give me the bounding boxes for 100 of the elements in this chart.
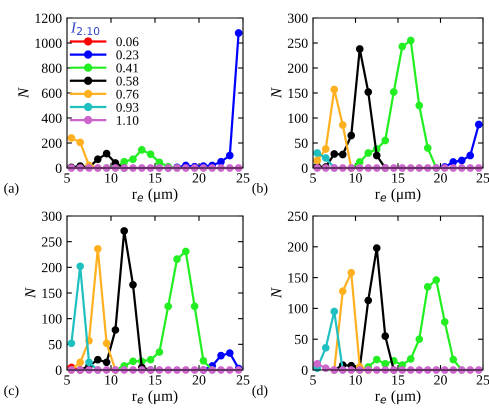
legend-label: 0.76 [116, 90, 139, 99]
y-tick-label: 0 [56, 366, 62, 375]
point [313, 149, 322, 157]
point [415, 102, 424, 110]
point [415, 335, 424, 344]
point [466, 152, 474, 160]
point [112, 326, 120, 334]
point [226, 349, 234, 357]
x-tick-label: 25 [236, 173, 250, 183]
point [217, 158, 225, 166]
y-tick-label: 200 [288, 64, 308, 73]
point [347, 268, 356, 276]
point [234, 29, 242, 37]
point [173, 255, 181, 263]
x-tick-label: 20 [434, 375, 447, 385]
point [338, 287, 347, 295]
y-tick-label: 150 [288, 273, 308, 283]
legend-label: 1.10 [116, 116, 138, 125]
x-tick-label: 15 [149, 173, 162, 183]
point [338, 150, 347, 158]
point [440, 318, 449, 326]
x-tick-label: 10 [105, 173, 118, 183]
legend-label: 0.93 [116, 102, 138, 112]
y-tick-label: 400 [42, 114, 62, 123]
x-tick-label: 10 [350, 375, 362, 385]
y-tick-label: 50 [295, 138, 308, 148]
point [146, 150, 154, 158]
x-axis-title: r$_{e}$ (μm) [375, 390, 420, 404]
point [164, 302, 172, 310]
point [129, 357, 137, 366]
y-tick-label: 300 [42, 212, 62, 221]
point [76, 358, 84, 366]
point [76, 138, 84, 146]
y-tick-label: 50 [49, 340, 62, 350]
y-tick-label: 1200 [36, 14, 62, 23]
x-tick-label: 25 [476, 375, 489, 385]
point [424, 283, 432, 291]
y-tick-label: 800 [42, 64, 62, 73]
legend-label: 0.06 [116, 37, 139, 46]
point [347, 132, 356, 140]
text: (c) [4, 385, 18, 398]
x-tick-label: 25 [236, 375, 250, 385]
point [94, 155, 102, 164]
point [338, 121, 347, 129]
legend-label: 0.23 [116, 50, 138, 60]
point [372, 152, 381, 160]
x-tick-label: 15 [149, 375, 162, 385]
y-tick-label: 200 [42, 262, 62, 272]
x-tick-label: 20 [434, 173, 447, 183]
point [449, 356, 458, 364]
legend-label: 0.58 [116, 76, 138, 86]
text: (b) [252, 183, 268, 196]
point [398, 42, 406, 50]
x-tick-label: 5 [64, 173, 70, 183]
point [381, 360, 390, 368]
point [330, 150, 338, 158]
point [424, 144, 432, 152]
point [372, 244, 381, 252]
point [356, 158, 364, 166]
y-tick-label: 0 [302, 366, 308, 375]
y-tick-label: 1000 [36, 38, 62, 48]
x-tick-label: 15 [392, 375, 404, 385]
point [474, 120, 483, 128]
y-tick-label: 0 [56, 164, 62, 173]
legend-title: I$_{2.10}$ [70, 22, 100, 36]
point [364, 149, 372, 157]
y-tick-label: 100 [288, 304, 308, 314]
point [406, 36, 415, 44]
point [76, 262, 84, 270]
x-tick-label: 5 [64, 375, 70, 385]
y-tick-label: 150 [42, 288, 62, 298]
point [200, 356, 208, 365]
x-axis-title: r$_{e}$ (μm) [375, 188, 420, 202]
point [372, 356, 381, 364]
point [449, 158, 458, 166]
point [458, 156, 466, 164]
point [322, 344, 330, 352]
x-tick-label: 20 [192, 173, 206, 183]
x-axis-title: r$_{e}$ (μm) [132, 188, 178, 202]
point [406, 355, 415, 363]
point [330, 308, 338, 316]
point [94, 245, 102, 253]
text: (a) [4, 183, 18, 196]
y-axis-title: N [25, 287, 36, 298]
y-tick-label: 100 [288, 114, 308, 123]
point [102, 150, 110, 158]
point [330, 86, 338, 94]
y-axis-title: N [271, 87, 282, 98]
x-tick-label: 10 [350, 173, 362, 183]
x-tick-label: 25 [476, 173, 489, 183]
x-tick-label: 15 [392, 173, 404, 183]
point [120, 227, 128, 235]
point [217, 352, 225, 360]
y-axis-title: N [18, 87, 28, 98]
point [381, 332, 390, 340]
point [190, 302, 198, 310]
point [381, 136, 390, 144]
point [68, 134, 76, 142]
point [390, 88, 398, 96]
y-tick-label: 250 [288, 38, 308, 48]
